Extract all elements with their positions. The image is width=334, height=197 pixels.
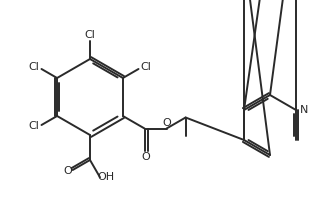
- Text: Cl: Cl: [85, 30, 96, 40]
- Text: Cl: Cl: [28, 62, 39, 72]
- Text: O: O: [63, 166, 72, 176]
- Text: Cl: Cl: [140, 62, 151, 72]
- Text: Cl: Cl: [28, 121, 39, 131]
- Text: OH: OH: [98, 172, 115, 182]
- Text: O: O: [141, 151, 150, 162]
- Text: N: N: [300, 105, 308, 115]
- Text: O: O: [162, 117, 171, 127]
